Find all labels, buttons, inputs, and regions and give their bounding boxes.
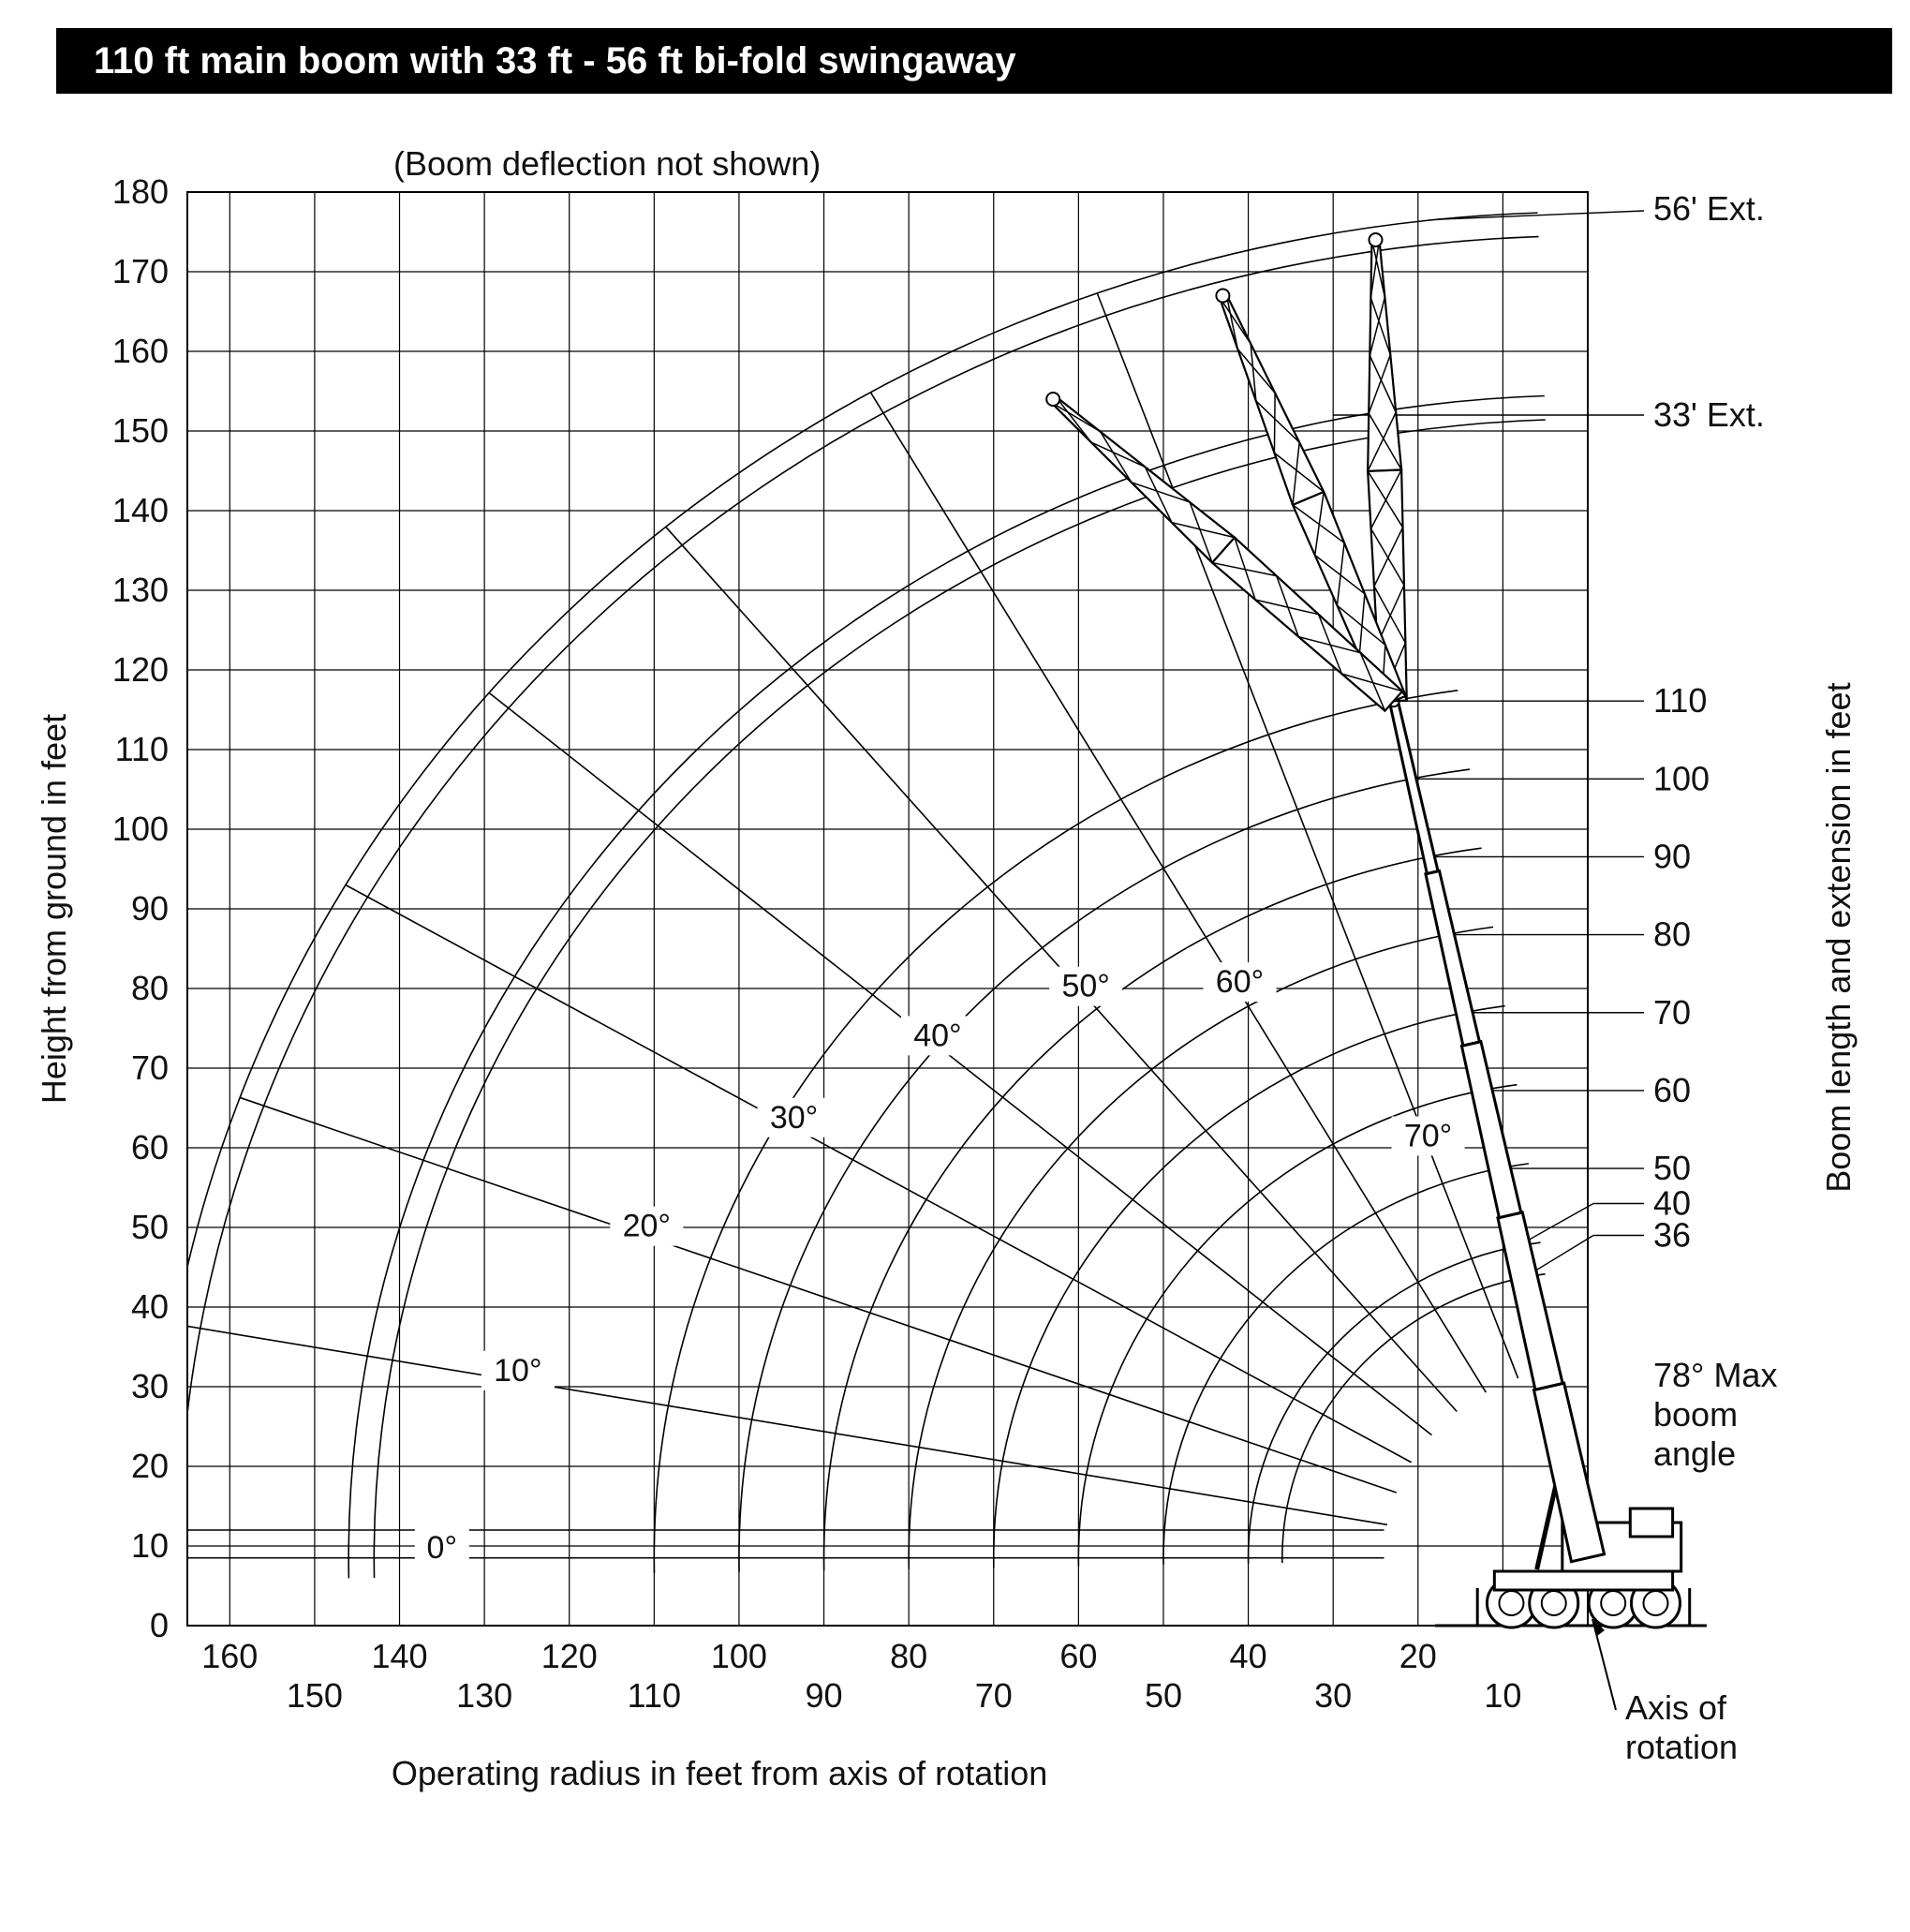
svg-text:50: 50 [1145,1676,1182,1715]
svg-text:120: 120 [112,650,169,689]
svg-text:rotation: rotation [1625,1728,1738,1766]
svg-text:70: 70 [131,1048,169,1087]
svg-text:40: 40 [1230,1637,1267,1675]
svg-text:120: 120 [541,1637,598,1675]
svg-text:90: 90 [131,889,169,928]
svg-text:130: 130 [112,571,169,609]
svg-text:140: 140 [371,1637,427,1675]
svg-text:60: 60 [131,1128,169,1167]
svg-text:100: 100 [112,810,169,848]
svg-text:80: 80 [890,1637,927,1675]
svg-text:angle: angle [1653,1434,1736,1473]
svg-text:60°: 60° [1216,964,1264,1000]
svg-text:60: 60 [1653,1071,1691,1109]
svg-text:0: 0 [150,1606,169,1644]
svg-text:20°: 20° [623,1209,671,1244]
svg-text:56' Ext.: 56' Ext. [1653,189,1765,228]
svg-text:Height from ground in feet: Height from ground in feet [35,714,73,1104]
svg-text:160: 160 [112,332,169,370]
svg-text:50°: 50° [1061,969,1109,1004]
svg-text:110: 110 [115,730,169,768]
svg-text:33' Ext.: 33' Ext. [1653,395,1765,434]
svg-text:40: 40 [1653,1184,1691,1223]
svg-text:150: 150 [287,1676,343,1715]
svg-text:50: 50 [1653,1149,1691,1187]
svg-text:Boom length and extension in f: Boom length and extension in feet [1819,682,1858,1192]
svg-text:boom: boom [1653,1395,1738,1434]
svg-text:Axis of: Axis of [1625,1688,1727,1727]
svg-text:110: 110 [628,1676,681,1715]
svg-text:40: 40 [131,1287,169,1326]
svg-text:30: 30 [1314,1676,1352,1715]
svg-text:130: 130 [456,1676,512,1715]
svg-text:20: 20 [131,1447,169,1485]
svg-text:10: 10 [131,1526,169,1565]
svg-text:10: 10 [1484,1676,1521,1715]
svg-text:20: 20 [1399,1637,1437,1675]
svg-text:110: 110 [1653,681,1707,720]
svg-text:70: 70 [975,1676,1013,1715]
svg-text:10°: 10° [494,1353,541,1389]
svg-text:180: 180 [112,172,169,211]
svg-text:100: 100 [1653,759,1710,797]
svg-text:70: 70 [1653,993,1691,1032]
svg-text:60: 60 [1059,1637,1097,1675]
svg-text:90: 90 [1653,837,1691,875]
svg-text:100: 100 [711,1637,767,1675]
svg-text:140: 140 [112,491,169,529]
svg-text:160: 160 [201,1637,258,1675]
svg-text:(Boom deflection not shown): (Boom deflection not shown) [393,144,821,183]
svg-text:30: 30 [131,1367,169,1405]
svg-text:40°: 40° [913,1018,961,1053]
svg-text:78° Max: 78° Max [1653,1356,1777,1394]
svg-text:80: 80 [1653,915,1691,954]
svg-text:30°: 30° [770,1100,818,1136]
svg-text:0°: 0° [427,1530,458,1566]
svg-text:70°: 70° [1404,1118,1452,1153]
svg-text:150: 150 [112,411,169,450]
range-diagram: 0102030405060708090100110120130140150160… [0,0,1910,1932]
svg-text:50: 50 [131,1208,169,1246]
svg-text:80: 80 [131,969,169,1007]
svg-text:170: 170 [112,252,169,290]
svg-text:90: 90 [806,1676,843,1715]
svg-text:Operating radius in feet from: Operating radius in feet from axis of ro… [392,1754,1047,1792]
